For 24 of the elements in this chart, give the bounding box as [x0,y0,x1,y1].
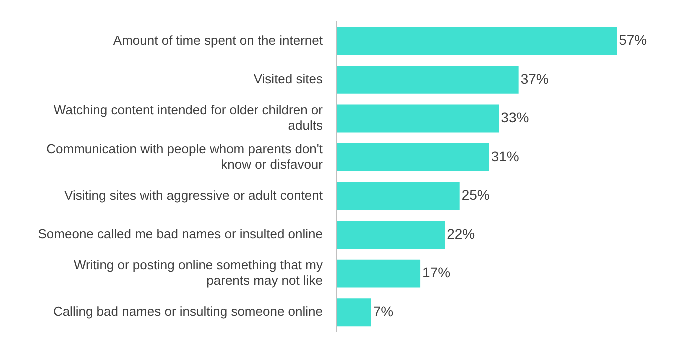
bar [337,144,490,172]
y-tick-label: Someone called me bad names or insulted online [38,226,323,242]
bar [337,27,618,56]
bar [337,66,519,94]
data-label: 33% [501,110,530,126]
y-tick-label: Watching content intended for older children or adults [54,102,324,134]
bar [337,260,421,288]
y-tick-label: Calling bad names or insulting someone online [53,304,323,320]
y-tick-label: Visiting sites with aggressive or adult content [64,188,324,203]
data-label: 57% [619,32,648,48]
y-tick-label: Communication with people whom parents don't know or disfavour [46,141,324,172]
data-label: 7% [373,303,394,320]
y-tick-label: Amount of time spent on the internet [113,32,324,48]
data-label: 17% [422,264,451,281]
bar [337,221,446,250]
bar [337,298,372,327]
y-tick-label: Writing or posting online something that my parents may not like [74,258,324,288]
data-label: 37% [520,70,549,87]
y-tick-label: Visited sites [254,72,324,87]
bar [337,104,500,133]
data-label: 25% [462,187,490,204]
data-label: 22% [447,226,476,242]
data-label: 31% [491,148,520,164]
bar [337,182,460,210]
